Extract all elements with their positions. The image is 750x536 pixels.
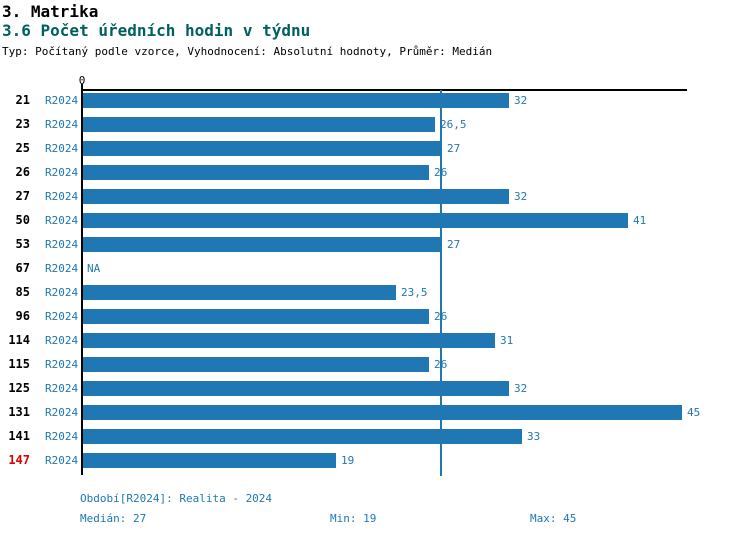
row-id-label: 141 <box>8 429 30 443</box>
row-id-label: 131 <box>8 405 30 419</box>
row-period-label: R2024 <box>45 430 79 443</box>
section-title: 3.6 Počet úředních hodin v týdnu <box>2 21 311 40</box>
row-id-label: 115 <box>8 357 30 371</box>
bar <box>83 309 429 324</box>
bar-value-label: 26,5 <box>440 118 467 131</box>
row-period-label: R2024 <box>45 310 79 323</box>
legend-period-label: Období[R2024]: Realita - 2024 <box>80 492 273 505</box>
row-id-label: 21 <box>15 93 30 107</box>
bar <box>83 453 336 468</box>
bar-value-label: 23,5 <box>401 286 428 299</box>
row-period-label: R2024 <box>45 382 79 395</box>
row-period-label: R2024 <box>45 454 79 467</box>
median-reference-line <box>440 90 442 476</box>
bar-value-label: 19 <box>341 454 355 467</box>
bar-value-label: NA <box>87 262 101 275</box>
legend-median-label: Medián: 27 <box>80 512 147 525</box>
row-id-label: 23 <box>15 117 30 131</box>
bar-value-label: 26 <box>434 358 448 371</box>
bar-value-label: 27 <box>447 238 461 251</box>
row-id-label: 26 <box>15 165 30 179</box>
page-title: 3. Matrika <box>2 2 99 21</box>
bar-value-label: 32 <box>514 382 528 395</box>
bar <box>83 141 442 156</box>
axis-zero-tick-label: 0 <box>78 74 86 87</box>
bar <box>83 189 509 204</box>
bar <box>83 405 682 420</box>
bar <box>83 381 509 396</box>
bar <box>83 285 396 300</box>
row-period-label: R2024 <box>45 262 79 275</box>
row-id-label: 27 <box>15 189 30 203</box>
chart-meta-line: Typ: Počítaný podle vzorce, Vyhodnocení:… <box>2 45 493 58</box>
bar-value-label: 32 <box>514 94 528 107</box>
bar-value-label: 32 <box>514 190 528 203</box>
bar <box>83 429 522 444</box>
bar-value-label: 33 <box>527 430 541 443</box>
bar-value-label: 41 <box>633 214 647 227</box>
row-period-label: R2024 <box>45 358 79 371</box>
bar <box>83 237 442 252</box>
row-period-label: R2024 <box>45 94 79 107</box>
bar <box>83 165 429 180</box>
row-period-label: R2024 <box>45 238 79 251</box>
bar <box>83 117 435 132</box>
row-id-label: 114 <box>8 333 30 347</box>
bar-value-label: 31 <box>500 334 514 347</box>
row-period-label: R2024 <box>45 190 79 203</box>
row-id-label: 50 <box>15 213 30 227</box>
row-period-label: R2024 <box>45 142 79 155</box>
row-period-label: R2024 <box>45 214 79 227</box>
x-axis-line <box>82 89 687 91</box>
legend-max-label: Max: 45 <box>530 512 577 525</box>
legend-min-label: Min: 19 <box>330 512 377 525</box>
row-id-label: 85 <box>15 285 30 299</box>
bar <box>83 93 509 108</box>
row-id-label: 125 <box>8 381 30 395</box>
bar <box>83 357 429 372</box>
bar-value-label: 26 <box>434 166 448 179</box>
bar <box>83 333 495 348</box>
bar-value-label: 27 <box>447 142 461 155</box>
row-id-label: 96 <box>15 309 30 323</box>
row-id-label: 67 <box>15 261 30 275</box>
row-id-label: 53 <box>15 237 30 251</box>
bar-value-label: 45 <box>687 406 701 419</box>
row-period-label: R2024 <box>45 118 79 131</box>
row-period-label: R2024 <box>45 334 79 347</box>
row-id-label: 147 <box>8 453 30 467</box>
row-id-label: 25 <box>15 141 30 155</box>
row-period-label: R2024 <box>45 286 79 299</box>
bar <box>83 213 628 228</box>
bar-value-label: 26 <box>434 310 448 323</box>
row-period-label: R2024 <box>45 406 79 419</box>
y-axis-line <box>81 84 83 475</box>
row-period-label: R2024 <box>45 166 79 179</box>
